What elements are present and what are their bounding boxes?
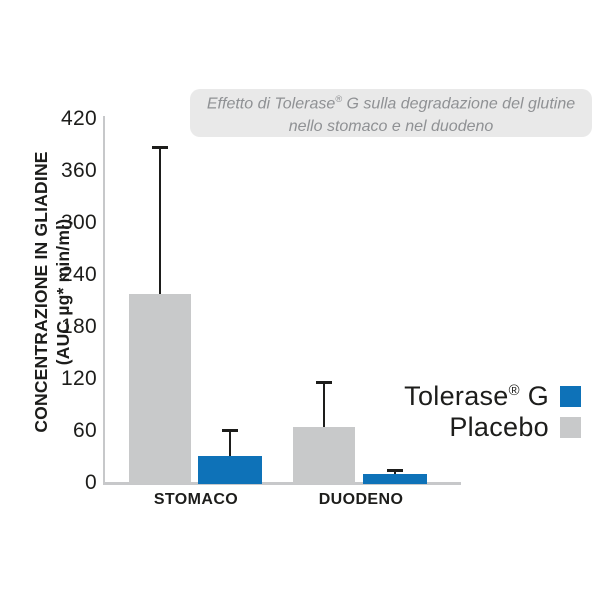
y-tick-120: 120 bbox=[61, 367, 97, 390]
legend-item-placebo: Placebo bbox=[404, 412, 581, 443]
chart-title-line2: nello stomaco e nel duodeno bbox=[288, 117, 494, 135]
chart-title-line1: Effetto di Tolerase® G sulla degradazion… bbox=[206, 94, 576, 113]
error-bar-tolerase-g-duodeno bbox=[394, 470, 396, 475]
y-tick-300: 300 bbox=[61, 211, 97, 234]
bar-placebo-duodeno bbox=[293, 426, 355, 484]
y-tick-240: 240 bbox=[61, 263, 97, 286]
legend: Tolerase® G Placebo bbox=[404, 381, 581, 443]
error-cap-tolerase-g-stomaco bbox=[222, 429, 238, 433]
error-bar-placebo-stomaco bbox=[159, 146, 161, 295]
error-bar-placebo-duodeno bbox=[323, 381, 325, 427]
x-label-stomaco: STOMACO bbox=[153, 491, 239, 508]
y-tick-60: 60 bbox=[73, 419, 97, 442]
y-tick-180: 180 bbox=[61, 315, 97, 338]
bar-placebo-stomaco bbox=[129, 294, 191, 484]
error-cap-placebo-stomaco bbox=[152, 145, 168, 149]
error-bar-tolerase-g-stomaco bbox=[229, 430, 231, 457]
y-axis-line bbox=[103, 116, 105, 485]
bar-tolerase-g-stomaco bbox=[198, 456, 262, 484]
legend-swatch-placebo bbox=[560, 417, 581, 438]
error-cap-tolerase-g-duodeno bbox=[387, 469, 403, 472]
legend-swatch-tolerase bbox=[560, 386, 581, 407]
legend-item-tolerase: Tolerase® G bbox=[404, 381, 581, 412]
legend-label-tolerase: Tolerase® G bbox=[404, 381, 549, 411]
y-tick-420: 420 bbox=[61, 107, 97, 130]
bar-tolerase-g-duodeno bbox=[363, 474, 427, 484]
y-tick-0: 0 bbox=[85, 471, 97, 494]
legend-label-placebo: Placebo bbox=[449, 412, 549, 442]
x-axis-line bbox=[103, 482, 461, 485]
chart-title-bubble: Effetto di Tolerase® G sulla degradazion… bbox=[190, 89, 592, 137]
error-cap-placebo-duodeno bbox=[316, 380, 332, 384]
x-label-duodeno: DUODENO bbox=[318, 491, 404, 508]
y-tick-360: 360 bbox=[61, 159, 97, 182]
